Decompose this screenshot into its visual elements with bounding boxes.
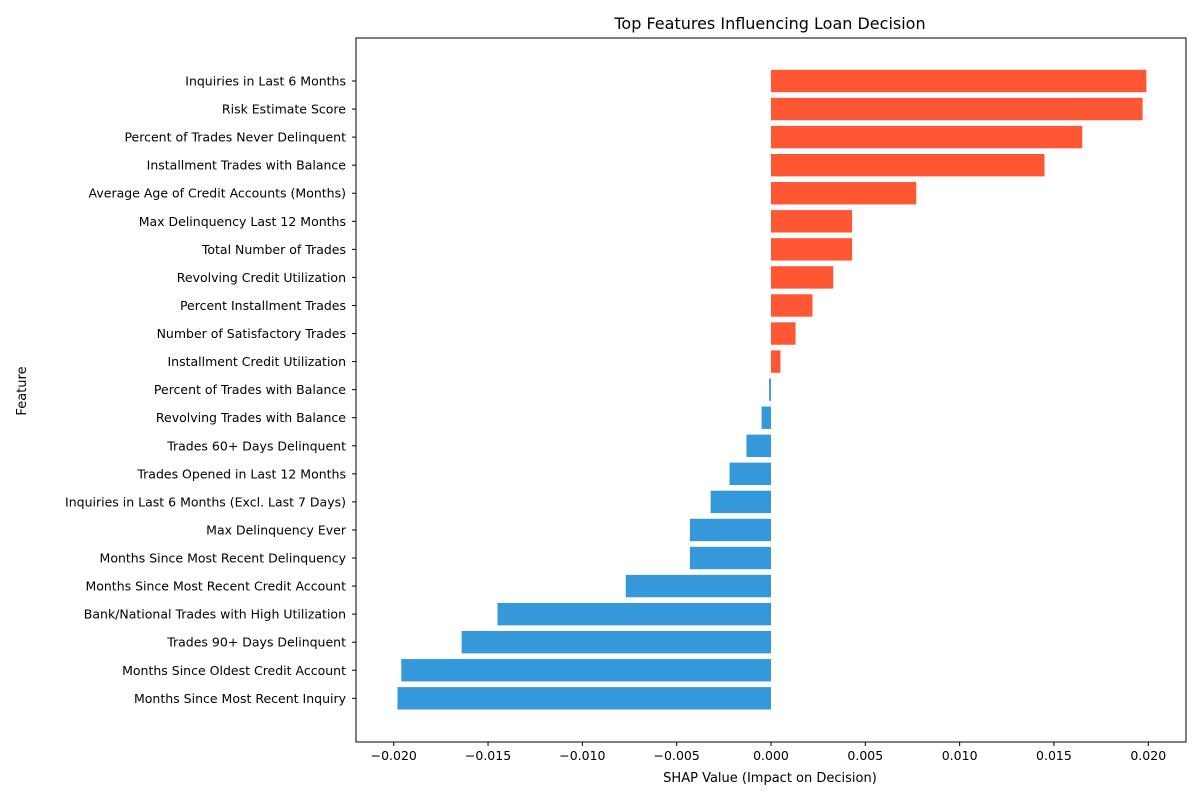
x-tick-label: −0.020 xyxy=(371,748,417,763)
bar xyxy=(461,631,771,654)
y-tick-label: Percent Installment Trades xyxy=(180,298,346,313)
y-tick-label: Number of Satisfactory Trades xyxy=(157,326,346,341)
bar xyxy=(710,490,771,514)
y-tick-label: Total Number of Trades xyxy=(201,242,346,257)
y-tick-label: Inquiries in Last 6 Months xyxy=(185,74,346,89)
bar xyxy=(746,434,771,457)
bar xyxy=(771,322,796,345)
x-tick-label: 0.015 xyxy=(1036,748,1072,763)
bar xyxy=(397,687,771,710)
y-tick-label: Inquiries in Last 6 Months (Excl. Last 7… xyxy=(65,494,346,509)
x-tick-label: 0.005 xyxy=(847,748,883,763)
y-tick-label: Revolving Credit Utilization xyxy=(177,270,346,285)
x-tick-label: 0.010 xyxy=(942,748,978,763)
y-tick-label: Percent of Trades with Balance xyxy=(154,382,346,397)
y-tick-label: Months Since Most Recent Inquiry xyxy=(134,691,347,706)
y-tick-label: Months Since Oldest Credit Account xyxy=(122,663,346,678)
y-tick-label: Max Delinquency Ever xyxy=(206,522,347,537)
y-tick-label: Trades 90+ Days Delinquent xyxy=(166,635,346,650)
bar xyxy=(771,69,1147,93)
y-tick-group: Inquiries in Last 6 Months Risk Estimate … xyxy=(65,74,356,706)
bar xyxy=(771,350,781,373)
bar xyxy=(771,266,834,289)
y-tick-label: Months Since Most Recent Delinquency xyxy=(100,551,347,566)
y-tick-label: Max Delinquency Last 12 Months xyxy=(139,214,346,229)
y-tick-label: Installment Credit Utilization xyxy=(168,354,347,369)
x-tick-group: −0.020 −0.015 −0.010 −0.005 0.000 0.005 0.010 0… xyxy=(371,742,1166,763)
bar xyxy=(497,602,771,626)
y-tick-label: Average Age of Credit Accounts (Months) xyxy=(89,186,346,201)
bar xyxy=(761,406,771,429)
x-tick-label: 0.020 xyxy=(1130,748,1166,763)
y-tick-label: Bank/National Trades with High Utilizati… xyxy=(84,607,346,622)
bar xyxy=(771,182,917,205)
bar xyxy=(771,238,853,261)
x-tick-label: 0.000 xyxy=(753,748,789,763)
y-tick-label: Installment Trades with Balance xyxy=(147,158,347,173)
y-tick-label: Percent of Trades Never Delinquent xyxy=(124,130,346,145)
plot-frame xyxy=(355,37,1187,743)
bar xyxy=(771,153,1045,177)
x-tick-label: −0.015 xyxy=(465,748,511,763)
x-tick-label: −0.005 xyxy=(654,748,700,763)
bar xyxy=(401,659,771,682)
y-tick-label: Trades 60+ Days Delinquent xyxy=(166,438,346,453)
bar xyxy=(771,125,1083,149)
y-tick-label: Revolving Trades with Balance xyxy=(156,410,346,425)
bar xyxy=(625,574,771,598)
x-axis-label: SHAP Value (Impact on Decision) xyxy=(663,771,877,786)
bar xyxy=(771,294,813,317)
bar xyxy=(689,546,771,570)
y-tick-label: Months Since Most Recent Credit Account xyxy=(85,579,346,594)
y-tick-label: Trades Opened in Last 12 Months xyxy=(136,466,346,481)
bars-group xyxy=(397,69,1147,710)
bar xyxy=(769,378,771,401)
bar xyxy=(771,210,853,233)
chart-title: Top Features Influencing Loan Decision xyxy=(613,14,925,33)
bar xyxy=(771,97,1143,121)
x-tick-label: −0.010 xyxy=(559,748,605,763)
bar xyxy=(689,518,771,542)
y-tick-label: Risk Estimate Score xyxy=(222,102,346,117)
bar xyxy=(729,462,771,486)
y-axis-label: Feature xyxy=(15,366,30,415)
